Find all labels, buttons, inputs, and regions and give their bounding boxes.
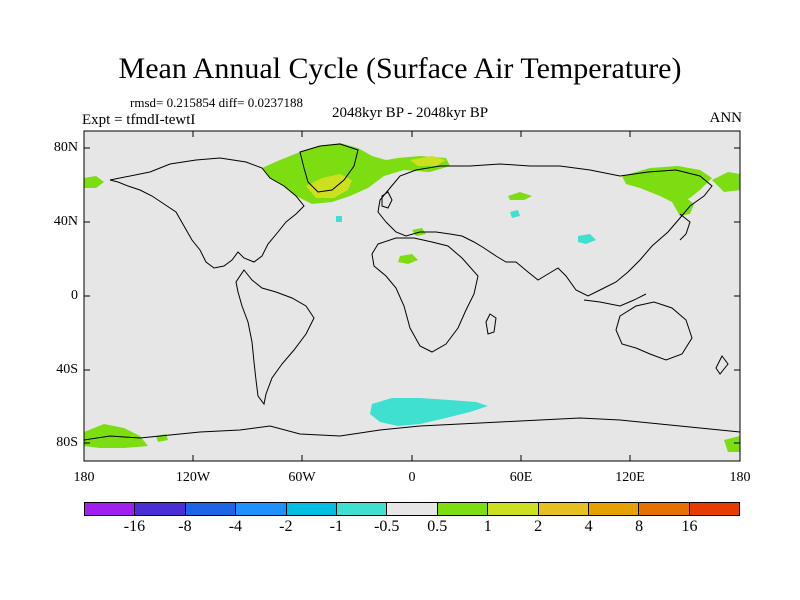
anomaly-kamchatka xyxy=(672,196,694,216)
lon-label-180w: 180 xyxy=(73,470,95,485)
stats-label: rmsd= 0.215854 diff= 0.0237188 xyxy=(130,95,303,110)
lon-label-0: 0 xyxy=(408,470,416,485)
colorbar-swatch xyxy=(639,503,690,515)
colorbar-label: 0.5 xyxy=(427,518,448,535)
anomaly-antarctica-east xyxy=(724,436,740,452)
lat-label-0: 0 xyxy=(71,288,78,303)
lon-label-60w: 60W xyxy=(288,470,316,485)
colorbar-label: -8 xyxy=(178,518,192,535)
coast-japan xyxy=(679,213,691,241)
anomaly-siberia xyxy=(622,166,712,204)
colorbar-swatch xyxy=(185,503,237,515)
colorbar-swatch xyxy=(689,503,740,515)
season-label: ANN xyxy=(709,110,743,126)
coast-north-america xyxy=(109,157,305,269)
coast-greenland xyxy=(299,143,359,193)
colorbar-label: -0.5 xyxy=(374,518,400,535)
colorbar-label: 4 xyxy=(584,518,593,535)
colorbar-swatch xyxy=(236,503,287,515)
colorbar-label: -16 xyxy=(123,518,146,535)
anomaly-fields xyxy=(84,143,740,452)
colorbar-label: -4 xyxy=(228,518,243,535)
colorbar-swatch xyxy=(387,503,438,515)
anomaly-middle-east xyxy=(398,254,418,264)
anomaly-mediterranean xyxy=(336,216,342,222)
colorbar-swatch xyxy=(85,503,136,515)
axis-ticks xyxy=(83,131,741,461)
coast-eurasia xyxy=(377,163,713,297)
experiment-label: Expt = tfmdI-tewtI xyxy=(82,112,196,128)
anomaly-scandinavia xyxy=(380,160,396,170)
colorbar-swatch xyxy=(437,503,489,515)
coast-south-america xyxy=(235,269,315,406)
colorbar-swatch xyxy=(135,503,186,515)
anomaly-arctic-sea xyxy=(410,156,446,166)
chart-title: Mean Annual Cycle (Surface Air Temperatu… xyxy=(118,52,682,85)
lon-label-60e: 60E xyxy=(509,470,533,485)
colorbar-label: 16 xyxy=(681,518,698,535)
lat-label-80n: 80N xyxy=(53,140,78,155)
coast-uk xyxy=(381,191,393,209)
period-label: 2048kyr BP - 2048kyr BP xyxy=(331,105,489,121)
colorbar-swatch xyxy=(588,503,640,515)
colorbar-label: -2 xyxy=(279,518,293,535)
lat-label-40s: 40S xyxy=(56,362,78,377)
coast-australia xyxy=(615,301,693,361)
anomaly-central-asia xyxy=(508,192,532,200)
colorbar xyxy=(84,502,740,516)
colorbar-swatch xyxy=(488,503,539,515)
lon-label-180e: 180 xyxy=(729,470,751,485)
coast-madagascar xyxy=(485,313,497,335)
lat-label-40n: 40N xyxy=(53,214,78,229)
lat-label-80s: 80S xyxy=(56,435,78,450)
anomaly-baltic xyxy=(510,210,520,218)
colorbar-label: 2 xyxy=(534,518,543,535)
anomaly-alaska-east xyxy=(712,172,740,192)
lon-label-120e: 120E xyxy=(615,470,645,485)
anomaly-tibet xyxy=(578,234,596,244)
colorbar-label: 1 xyxy=(483,518,492,535)
colorbar-swatch xyxy=(286,503,337,515)
anomaly-alaska xyxy=(84,176,104,188)
coast-antarctica xyxy=(84,417,740,441)
coastlines xyxy=(84,143,740,441)
anomaly-southern-ocean xyxy=(370,398,488,426)
coast-africa xyxy=(371,237,479,353)
coast-new-zealand xyxy=(715,355,729,375)
coast-indonesia xyxy=(583,293,647,307)
colorbar-label: -1 xyxy=(329,518,343,535)
lon-label-120w: 120W xyxy=(175,470,211,485)
colorbar-label: 8 xyxy=(635,518,644,535)
colorbar-swatch xyxy=(336,503,388,515)
colorbar-swatch xyxy=(538,503,589,515)
